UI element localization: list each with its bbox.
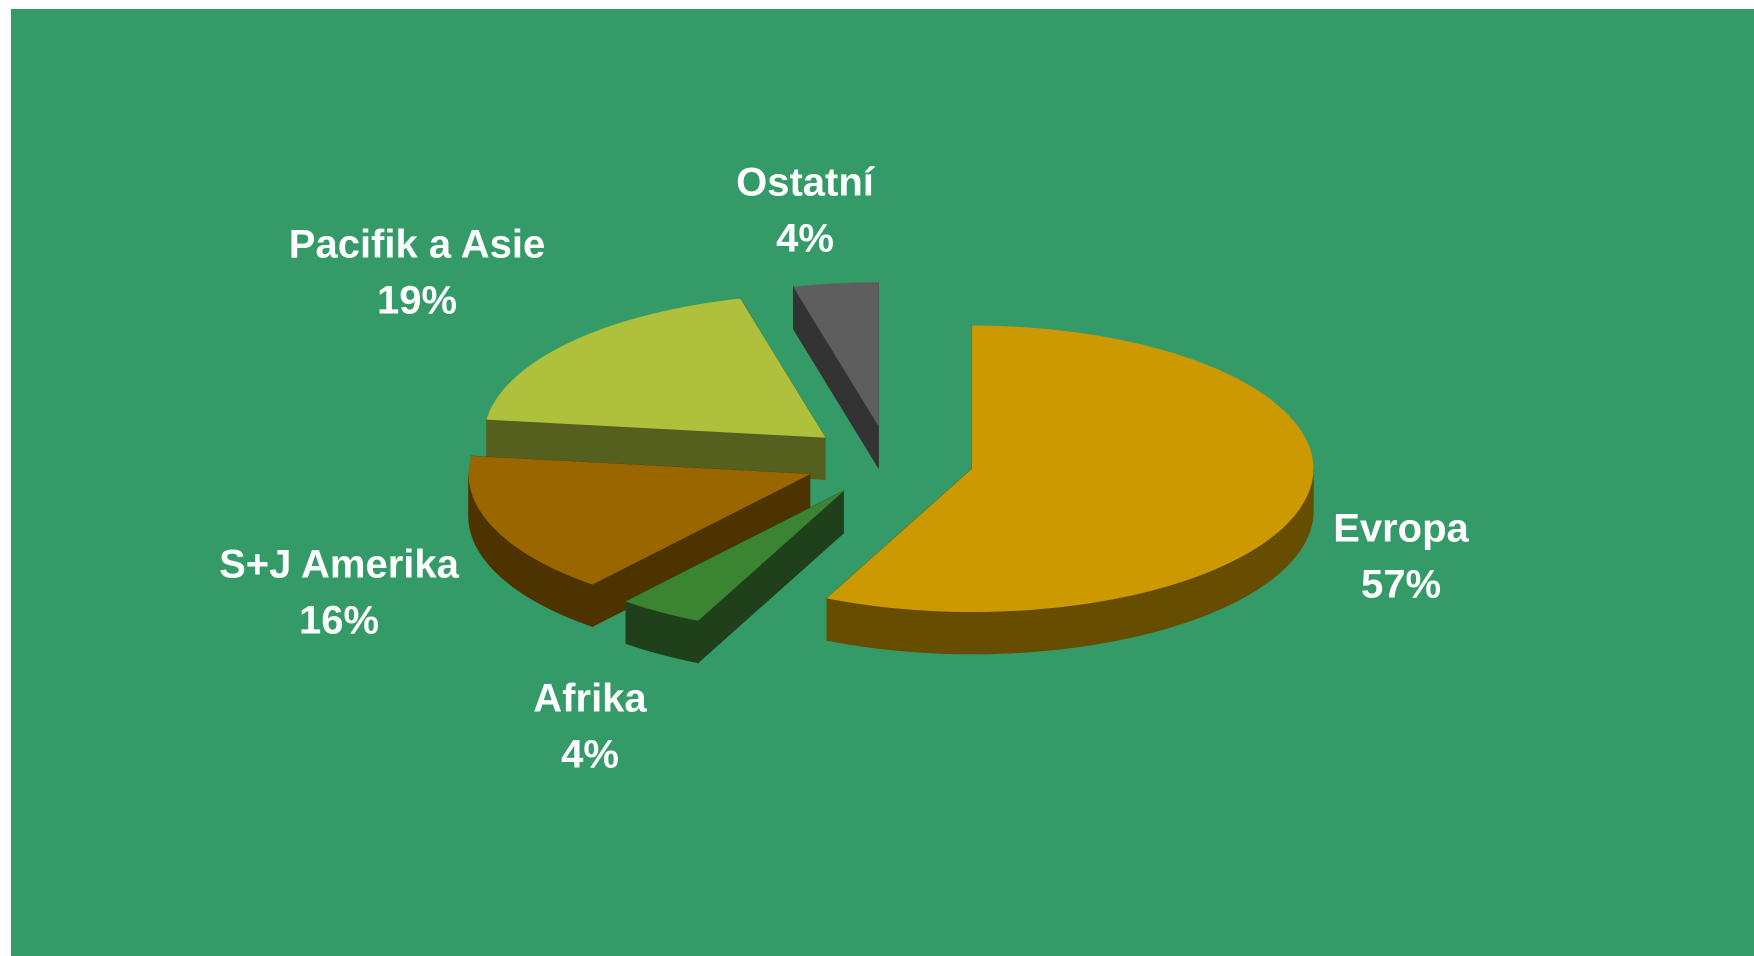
slice-label: Pacifik a Asie — [289, 223, 545, 267]
slice-label: Ostatní — [736, 161, 876, 205]
slice-label: Afrika — [533, 677, 647, 721]
slice-value-label: 4% — [776, 217, 834, 261]
slice-value-label: 4% — [561, 733, 619, 777]
slice — [625, 490, 844, 621]
slice — [826, 325, 1314, 613]
slice-value-label: 19% — [377, 279, 457, 323]
slice-label: Evropa — [1333, 507, 1469, 551]
slice-value-label: 16% — [299, 599, 379, 643]
slice-label: S+J Amerika — [219, 543, 460, 587]
slice — [793, 282, 879, 427]
background — [11, 9, 1754, 956]
slice — [468, 455, 811, 585]
slice-value-label: 57% — [1361, 563, 1441, 607]
slice — [486, 298, 826, 438]
